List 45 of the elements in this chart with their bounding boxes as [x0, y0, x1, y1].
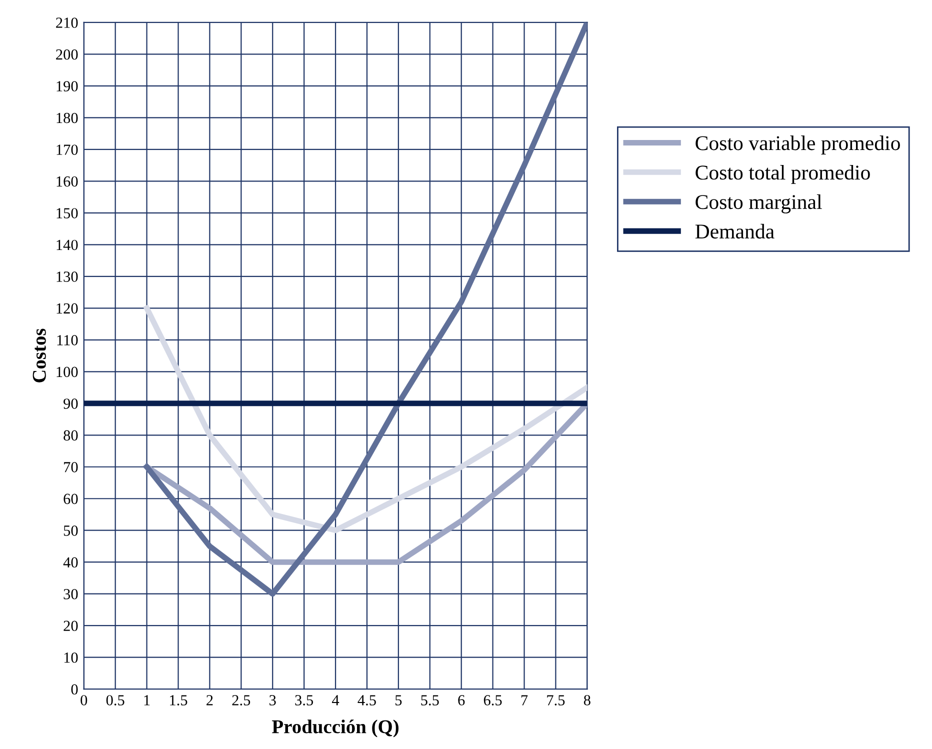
x-tick-label: 2 [206, 695, 213, 706]
y-tick-label: 60 [64, 494, 78, 504]
x-tick-label: 4.5 [358, 695, 376, 706]
y-axis-title: Costos [32, 328, 46, 382]
y-tick-label: 110 [57, 335, 78, 346]
x-tick-label: 3 [270, 695, 276, 706]
y-tick-label: 130 [56, 272, 78, 282]
y-tick-label: 50 [64, 526, 78, 536]
legend-label: Costo total promedio [696, 164, 870, 184]
x-axis-title: Producción (Q) [272, 720, 398, 738]
y-tick-label: 180 [56, 112, 78, 124]
legend-label: Costo variable promedio [696, 136, 900, 154]
x-tick-label: 5.5 [421, 695, 439, 706]
x-tick-label: 7.5 [547, 695, 565, 706]
y-tick-label: 190 [56, 81, 78, 92]
x-tick-label: 4 [332, 695, 340, 706]
y-tick-label: 70 [64, 462, 78, 472]
x-tick-label: 0 [80, 695, 88, 706]
x-tick-label: 3.5 [295, 695, 314, 706]
x-tick-label: 6.5 [484, 695, 502, 706]
y-tick-label: 100 [56, 366, 78, 378]
legend-label: Demanda [695, 224, 774, 239]
y-tick-label: 140 [56, 240, 78, 250]
x-tick-label: 0.5 [106, 695, 124, 706]
y-tick-label: 120 [56, 303, 78, 314]
x-tick-label: 7 [521, 695, 528, 706]
y-tick-label: 200 [56, 49, 78, 60]
x-tick-label: 6 [458, 695, 465, 706]
y-tick-label: 150 [56, 208, 78, 218]
y-tick-label: 0 [71, 684, 78, 695]
x-tick-label: 5 [396, 695, 402, 706]
legend-label: Costo marginal [696, 194, 822, 214]
y-tick-label: 80 [64, 430, 78, 441]
y-tick-label: 160 [56, 176, 78, 187]
x-tick-label: 8 [584, 695, 590, 706]
y-tick-label: 30 [64, 588, 78, 600]
x-tick-label: 2.5 [232, 695, 250, 706]
y-tick-label: 40 [63, 557, 78, 568]
x-tick-label: 1 [144, 695, 150, 706]
y-tick-label: 210 [56, 18, 78, 28]
y-tick-label: 20 [64, 620, 78, 632]
y-tick-label: 90 [64, 398, 78, 409]
y-tick-label: 10 [64, 652, 78, 663]
y-tick-label: 170 [56, 144, 78, 155]
x-tick-label: 1.5 [170, 695, 188, 706]
